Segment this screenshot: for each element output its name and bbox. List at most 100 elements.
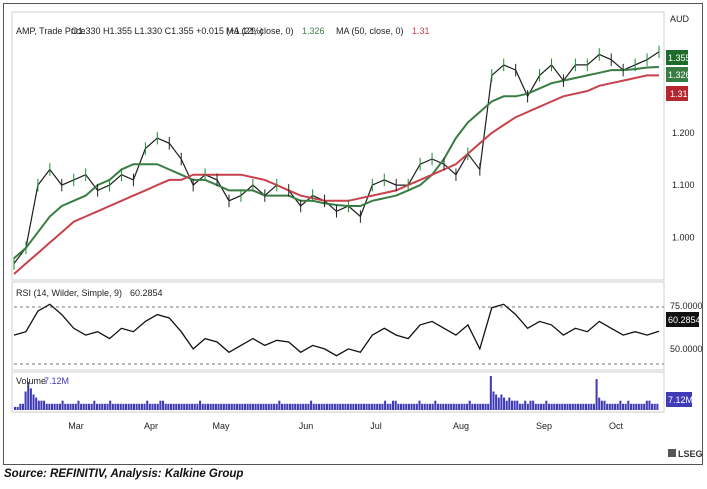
volume-bar bbox=[135, 403, 138, 410]
volume-bar bbox=[140, 403, 143, 410]
volume-bar bbox=[487, 403, 490, 410]
volume-bar bbox=[505, 400, 508, 410]
rsi-y-tick-label: 75.0000 bbox=[670, 301, 702, 311]
volume-bar bbox=[238, 403, 241, 410]
volume-bar bbox=[643, 403, 646, 410]
volume-bar bbox=[447, 403, 450, 410]
volume-bar bbox=[563, 403, 566, 410]
volume-bar bbox=[37, 400, 40, 410]
y-tick-label: 1.000 bbox=[672, 232, 695, 242]
volume-bar bbox=[43, 400, 46, 410]
rsi-badge bbox=[666, 312, 699, 327]
volume-bar bbox=[307, 403, 310, 410]
volume-bar bbox=[584, 403, 588, 410]
volume-bar bbox=[64, 403, 67, 410]
volume-bar bbox=[484, 403, 487, 410]
volume-bar bbox=[513, 400, 516, 410]
rsi-label: RSI (14, Wilder, Simple, 9) bbox=[16, 288, 122, 298]
ma50-badge bbox=[666, 86, 688, 101]
volume-bar bbox=[529, 400, 532, 410]
volume-bar bbox=[444, 403, 447, 410]
x-tick-label: Jun bbox=[299, 421, 314, 431]
currency-label: AUD bbox=[670, 14, 690, 24]
volume-bar bbox=[302, 403, 305, 410]
rsi-lines bbox=[13, 303, 664, 365]
volume-bar bbox=[212, 403, 215, 410]
volume-bar bbox=[29, 388, 32, 410]
volume-bar bbox=[188, 403, 191, 410]
volume-bar bbox=[413, 403, 416, 410]
volume-bar bbox=[156, 403, 159, 410]
volume-bar bbox=[627, 400, 630, 410]
volume-badge-text: 7.12M bbox=[668, 395, 693, 405]
volume-bar bbox=[320, 403, 323, 410]
volume-bar bbox=[125, 403, 128, 410]
volume-bar bbox=[442, 403, 445, 410]
volume-bar bbox=[571, 403, 574, 410]
volume-bar bbox=[495, 394, 498, 410]
volume-bar bbox=[143, 403, 146, 410]
volume-bar bbox=[175, 403, 178, 410]
volume-bar bbox=[640, 403, 643, 410]
volume-bar bbox=[392, 400, 395, 410]
volume-bar bbox=[56, 403, 59, 410]
volume-bar bbox=[378, 403, 381, 410]
legend-ohlc: O1.330 H1.355 L1.330 C1.355 +0.015 (+1.1… bbox=[71, 26, 263, 36]
source-caption: Source: REFINITIV, Analysis: Kalkine Gro… bbox=[4, 468, 244, 480]
volume-bar bbox=[80, 403, 83, 410]
volume-bar bbox=[624, 403, 627, 410]
volume-bar bbox=[452, 403, 455, 410]
volume-bar bbox=[312, 403, 315, 410]
volume-bar bbox=[595, 379, 598, 410]
volume-bar bbox=[217, 403, 220, 410]
volume-bar bbox=[389, 403, 392, 410]
volume-bar bbox=[582, 403, 585, 410]
volume-bar bbox=[384, 400, 387, 410]
volume-bar bbox=[508, 397, 511, 410]
volume-bar bbox=[103, 403, 106, 410]
volume-bar bbox=[85, 403, 88, 410]
volume-bar bbox=[524, 400, 527, 410]
volume-bar bbox=[370, 403, 373, 410]
x-tick-label: Oct bbox=[609, 421, 624, 431]
volume-bar bbox=[275, 403, 278, 410]
price-badge bbox=[666, 50, 688, 65]
rsi-y-tick-label: 50.0000 bbox=[670, 344, 702, 354]
volume-bar bbox=[162, 400, 165, 410]
volume-bar bbox=[357, 403, 360, 410]
rsi-panel bbox=[11, 281, 665, 371]
volume-bar bbox=[603, 400, 606, 410]
volume-bar bbox=[138, 403, 141, 410]
volume-bar bbox=[95, 403, 98, 410]
volume-bar bbox=[566, 403, 569, 410]
volume-bar bbox=[233, 403, 236, 410]
volume-bar bbox=[220, 403, 223, 410]
volume-bar bbox=[106, 403, 109, 410]
volume-bar bbox=[185, 403, 188, 410]
volume-bar bbox=[251, 403, 254, 410]
volume-bar bbox=[561, 403, 564, 410]
x-tick-label: Apr bbox=[144, 421, 158, 431]
volume-bar bbox=[151, 403, 154, 410]
volume-bar bbox=[333, 403, 336, 410]
volume-bar bbox=[177, 403, 180, 410]
y-tick-label: 1.200 bbox=[672, 128, 695, 138]
volume-bar bbox=[540, 403, 543, 410]
volume-bar bbox=[27, 382, 30, 410]
volume-bar bbox=[74, 403, 77, 410]
volume-bar bbox=[521, 403, 524, 410]
volume-bar bbox=[423, 403, 426, 410]
volume-bar bbox=[299, 403, 302, 410]
volume-bar bbox=[267, 403, 270, 410]
volume-bar bbox=[402, 403, 405, 410]
chart-frame: Mar Apr May Jun Jul Aug Sep Oct 1.000 1.100 1.200… bbox=[3, 3, 703, 465]
volume-bar bbox=[225, 403, 228, 410]
volume-bar bbox=[262, 403, 265, 410]
volume-bar bbox=[246, 403, 249, 410]
volume-bar bbox=[331, 403, 334, 410]
x-tick-label: Mar bbox=[68, 421, 84, 431]
volume-bar bbox=[497, 397, 500, 410]
volume-bar bbox=[109, 400, 112, 410]
volume-bar bbox=[111, 403, 114, 410]
volume-bar bbox=[249, 403, 252, 410]
